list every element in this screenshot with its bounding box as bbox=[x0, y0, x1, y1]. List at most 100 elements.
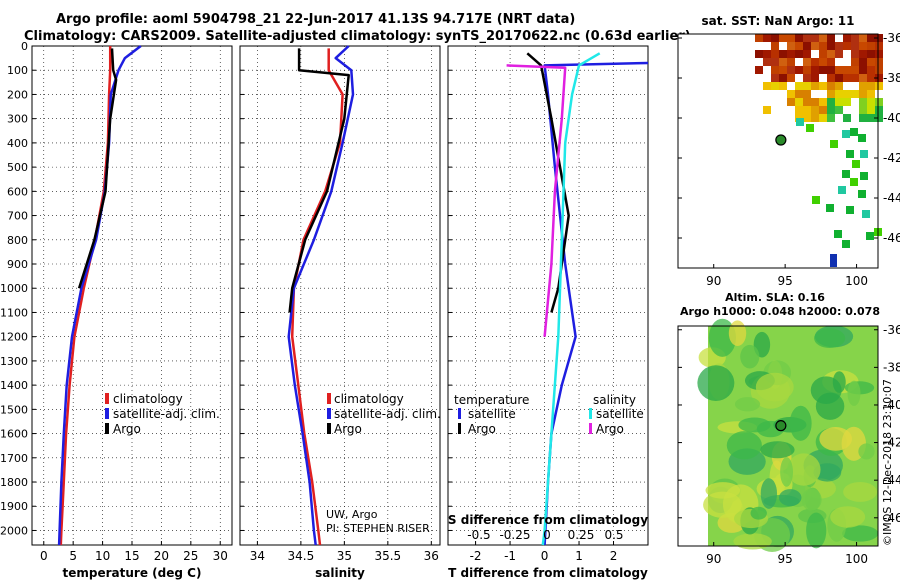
sst-cell bbox=[806, 124, 814, 132]
credit-line-1: UW, Argo bbox=[326, 508, 378, 521]
tick-label-x: 10 bbox=[95, 549, 110, 563]
sst-cell bbox=[835, 82, 843, 90]
tick-label-x: 95 bbox=[778, 274, 793, 288]
sst-cell bbox=[755, 66, 763, 74]
sst-cell bbox=[859, 34, 867, 42]
sst-cell bbox=[859, 66, 867, 74]
sst-cell bbox=[827, 114, 835, 122]
sst-cell bbox=[795, 98, 803, 106]
sst-cell bbox=[859, 58, 867, 66]
title-line-1: Argo profile: aoml 5904798_21 22-Jun-201… bbox=[56, 12, 576, 27]
tick-label-x-secondary: 0.25 bbox=[568, 528, 595, 542]
series-line bbox=[506, 64, 567, 337]
sst-cell bbox=[827, 66, 835, 74]
sla-cell bbox=[815, 392, 845, 420]
sla-cell bbox=[789, 405, 812, 441]
sst-cell bbox=[867, 66, 875, 74]
salinity-panel: 34 34.5 35 35.5 36 salinity climatologysatelli… bbox=[239, 45, 441, 580]
sst-cell bbox=[858, 190, 866, 198]
sst-cell bbox=[819, 66, 827, 74]
legend-swatch bbox=[458, 423, 461, 434]
legend-label: Argo bbox=[468, 422, 496, 436]
tick-label-x: 100 bbox=[845, 552, 868, 566]
sst-cell bbox=[867, 58, 875, 66]
tick-label-y: 2000 bbox=[0, 524, 28, 537]
sla-cell bbox=[750, 506, 767, 520]
sst-cell bbox=[803, 50, 811, 58]
sst-cell bbox=[787, 50, 795, 58]
tick-label-y: -44 bbox=[883, 191, 900, 205]
sst-cell bbox=[763, 34, 771, 42]
sst-cell bbox=[842, 130, 850, 138]
sla-cell bbox=[814, 328, 846, 348]
sst-cell bbox=[843, 42, 851, 50]
tick-label-y: -44 bbox=[883, 473, 900, 487]
sst-cell bbox=[819, 42, 827, 50]
sst-cell bbox=[875, 74, 883, 82]
sst-cell bbox=[834, 230, 842, 238]
sla-cell bbox=[708, 318, 736, 357]
sst-cell bbox=[811, 82, 819, 90]
sst-map: -36 -38 -40 -42 -44 -46 90 95 100 sat. SST: NaN A… bbox=[677, 14, 900, 288]
legend-label: satellite-adj. clim. bbox=[334, 407, 441, 421]
tick-label-y: 0 bbox=[21, 40, 28, 53]
tick-label-x: 15 bbox=[124, 549, 139, 563]
sst-cell bbox=[787, 58, 795, 66]
tick-label-y: -42 bbox=[883, 436, 900, 450]
tick-label-x-secondary: -0.25 bbox=[499, 528, 530, 542]
sst-cell bbox=[875, 106, 883, 114]
sst-cell bbox=[827, 34, 835, 42]
sla-cell bbox=[738, 417, 771, 433]
tick-label-x: 90 bbox=[706, 552, 721, 566]
sst-cell bbox=[803, 42, 811, 50]
series-line bbox=[526, 52, 570, 313]
tick-label-y: 900 bbox=[7, 258, 28, 271]
sst-cell bbox=[851, 50, 859, 58]
sst-cell bbox=[803, 82, 811, 90]
sst-cell bbox=[795, 82, 803, 90]
sst-cell bbox=[811, 98, 819, 106]
tick-label-x: 90 bbox=[706, 274, 721, 288]
sst-cell bbox=[771, 42, 779, 50]
sst-cell bbox=[835, 50, 843, 58]
tick-label-x: 95 bbox=[778, 552, 793, 566]
sst-cell bbox=[850, 128, 858, 136]
sst-cell bbox=[875, 66, 883, 74]
sst-cell bbox=[867, 42, 875, 50]
sla-cell bbox=[847, 380, 861, 406]
sst-cell bbox=[867, 34, 875, 42]
sst-cell bbox=[851, 58, 859, 66]
tick-label-x: 34.5 bbox=[288, 549, 315, 563]
sst-cell bbox=[842, 240, 850, 248]
sla-cell bbox=[726, 431, 762, 460]
sst-cell bbox=[846, 150, 854, 158]
sst-cell bbox=[859, 106, 867, 114]
sst-cell bbox=[850, 178, 858, 186]
sla-cell bbox=[733, 533, 772, 550]
tick-label-y: 1200 bbox=[0, 331, 28, 344]
tick-label-y: -40 bbox=[883, 111, 900, 125]
map-frame bbox=[677, 325, 879, 547]
series-line bbox=[287, 45, 355, 546]
sla-cell bbox=[780, 457, 793, 487]
sst-cell bbox=[859, 42, 867, 50]
legend-swatch bbox=[105, 423, 109, 434]
sst-cell bbox=[779, 82, 787, 90]
sst-cell bbox=[795, 66, 803, 74]
sst-cell bbox=[827, 42, 835, 50]
sst-cell bbox=[851, 90, 859, 98]
tick-label-y: 1000 bbox=[0, 282, 28, 295]
sst-cell bbox=[826, 204, 834, 212]
tick-label-x: 2 bbox=[610, 549, 618, 563]
sst-cell bbox=[843, 90, 851, 98]
sst-cell bbox=[827, 106, 835, 114]
axis-label-x-secondary: S difference from climatology bbox=[448, 513, 648, 527]
sla-cell bbox=[740, 344, 760, 369]
sst-cell bbox=[819, 58, 827, 66]
tick-label-x: 5 bbox=[69, 549, 77, 563]
sst-cell bbox=[867, 98, 875, 106]
sst-cell bbox=[812, 196, 820, 204]
tick-label-y: 1800 bbox=[0, 476, 28, 489]
sst-cell bbox=[852, 160, 860, 168]
sst-cell bbox=[819, 50, 827, 58]
